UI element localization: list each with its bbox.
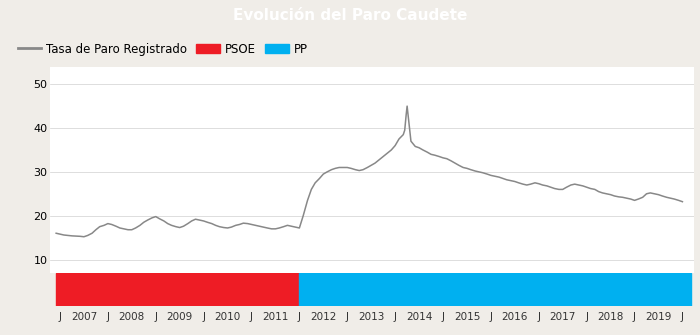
Text: 2019: 2019 [645,312,672,322]
Text: J: J [202,312,205,322]
Bar [300,273,691,306]
Text: 2014: 2014 [406,312,433,322]
Text: J: J [250,312,253,322]
Text: Evolución del Paro Caudete: Evolución del Paro Caudete [233,8,467,23]
Text: 2011: 2011 [262,312,288,322]
Text: 2017: 2017 [550,312,576,322]
Text: J: J [442,312,444,322]
Text: J: J [154,312,158,322]
Text: 2008: 2008 [119,312,145,322]
Text: J: J [59,312,62,322]
Text: J: J [393,312,397,322]
Text: J: J [633,312,636,322]
Text: J: J [346,312,349,322]
Bar [56,273,300,306]
Text: 2012: 2012 [310,312,337,322]
Text: J: J [106,312,109,322]
Text: J: J [489,312,492,322]
Text: 2016: 2016 [502,312,528,322]
Text: J: J [298,312,301,322]
Text: 2013: 2013 [358,312,384,322]
Legend: Tasa de Paro Registrado, PSOE, PP: Tasa de Paro Registrado, PSOE, PP [13,38,312,60]
Text: 2009: 2009 [167,312,193,322]
Text: 2007: 2007 [71,312,97,322]
Text: 2018: 2018 [597,312,624,322]
Text: 2015: 2015 [454,312,480,322]
Text: 2010: 2010 [214,312,241,322]
Text: J: J [585,312,588,322]
Text: J: J [681,312,684,322]
Text: J: J [538,312,540,322]
